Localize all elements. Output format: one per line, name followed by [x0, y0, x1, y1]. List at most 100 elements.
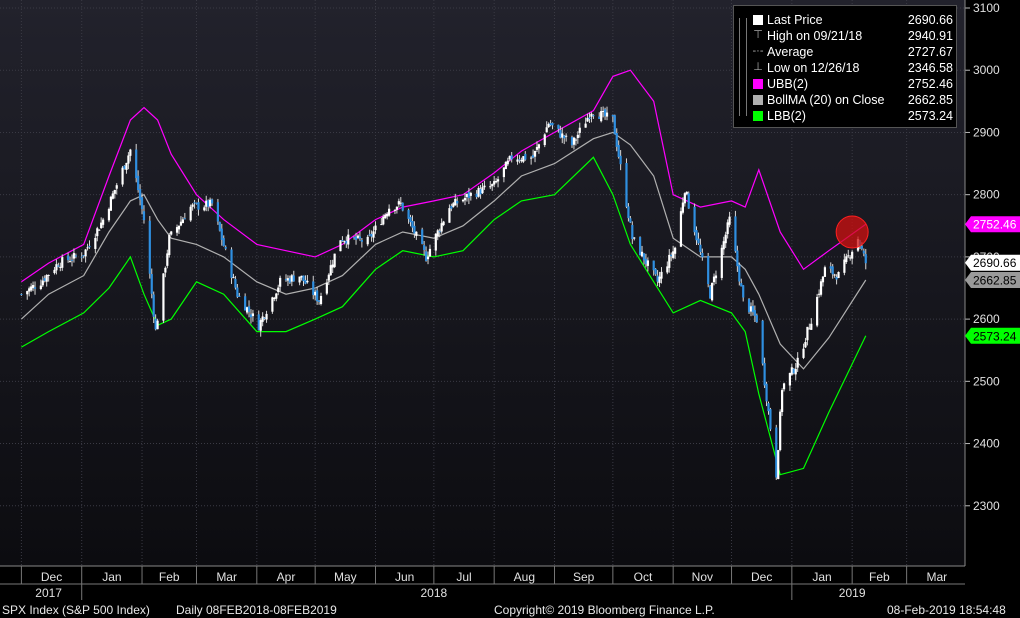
- series-line-lbb-2-: [21, 156, 867, 476]
- legend-row[interactable]: LBB(2) 2573.24: [734, 108, 958, 124]
- candle-body: [84, 249, 87, 257]
- candle-body: [530, 157, 533, 159]
- candle-body: [168, 234, 171, 256]
- candle-body: [802, 348, 805, 358]
- candle-body: [654, 269, 657, 275]
- candle-body: [794, 368, 797, 375]
- x-month-label: Mar: [216, 570, 237, 584]
- candle-body: [469, 192, 472, 196]
- candle-body: [28, 288, 31, 292]
- legend-drag-handle[interactable]: [739, 18, 747, 116]
- candle-body: [39, 285, 42, 290]
- candle-body: [238, 295, 241, 297]
- candle-body: [833, 274, 836, 276]
- candle-body: [516, 159, 519, 162]
- candle-body: [164, 267, 167, 273]
- candle-body: [189, 206, 192, 221]
- candle-body: [456, 200, 459, 204]
- candle-body: [26, 291, 29, 295]
- candle-body: [59, 266, 62, 268]
- candle-body: [598, 116, 601, 119]
- legend-label: Low on 12/26/18: [767, 61, 860, 75]
- legend-value: 2752.46: [907, 77, 953, 91]
- legend-row[interactable]: -·- Average 2727.67: [734, 44, 958, 60]
- legend-row[interactable]: ⊤ High on 09/21/18 2940.91: [734, 28, 958, 44]
- candle-body: [411, 220, 414, 228]
- candle-body: [851, 251, 854, 259]
- candle-body: [366, 236, 369, 245]
- candle-body: [693, 206, 696, 233]
- legend-row[interactable]: ⊥ Low on 12/26/18 2346.58: [734, 60, 958, 76]
- candle-body: [740, 283, 743, 287]
- candle-body: [652, 260, 655, 271]
- x-month-label: Jun: [395, 570, 414, 584]
- candle-body: [788, 372, 791, 386]
- candle-body: [407, 209, 410, 219]
- candle-body: [312, 281, 315, 295]
- candle-body: [358, 236, 362, 239]
- candle-body: [681, 202, 684, 213]
- candle-body: [724, 234, 727, 244]
- legend-value: 2690.66: [907, 13, 953, 27]
- candle-body: [543, 134, 546, 146]
- candle-body: [697, 238, 700, 244]
- candle-body: [191, 204, 194, 207]
- axis-tag-shape: [965, 216, 1020, 233]
- candle-body: [592, 115, 595, 117]
- candle-body: [288, 278, 291, 283]
- candle-body: [370, 233, 373, 237]
- candle-body: [352, 237, 356, 239]
- candle-body: [769, 409, 772, 430]
- candle-body: [518, 159, 521, 161]
- candle-body: [393, 209, 397, 211]
- candle-body: [317, 300, 321, 302]
- candle-body: [107, 208, 111, 221]
- candle-body: [102, 219, 105, 225]
- candle-body: [707, 255, 710, 285]
- candle-body: [61, 257, 64, 268]
- candle-body: [388, 208, 391, 216]
- legend-swatch: [753, 95, 763, 105]
- candle-body: [611, 114, 614, 117]
- candle-body: [53, 269, 56, 274]
- candle-body: [561, 133, 564, 138]
- candle-body: [751, 305, 755, 313]
- candle-body: [574, 139, 577, 141]
- candle-body: [489, 186, 492, 188]
- legend-row[interactable]: UBB(2) 2752.46: [734, 76, 958, 92]
- candle-body: [382, 216, 385, 225]
- candle-body: [247, 306, 251, 312]
- candle-body: [777, 450, 780, 480]
- candle-body: [152, 294, 155, 317]
- candle-body: [401, 202, 404, 211]
- candle-body: [72, 253, 76, 259]
- legend-row[interactable]: BollMA (20) on Close 2662.85: [734, 92, 958, 108]
- candle-body: [547, 123, 550, 128]
- y-tick-label: 3100: [973, 1, 1000, 15]
- candle-body: [461, 199, 465, 202]
- candle-body: [170, 231, 173, 235]
- candle-body: [537, 144, 541, 149]
- candle-body: [779, 411, 782, 451]
- y-tick-label: 2800: [973, 188, 1000, 202]
- candle-body: [354, 236, 358, 240]
- candle-body: [565, 135, 568, 137]
- candle-body: [638, 237, 642, 256]
- axis-value-tag: 2690.66: [965, 254, 1020, 271]
- footer-period: Daily 08FEB2018-08FEB2019: [176, 603, 337, 617]
- candle-body: [156, 320, 159, 330]
- candle-body: [148, 220, 151, 274]
- legend[interactable]: Last Price 2690.66 ⊤ High on 09/21/18 2940.9…: [733, 5, 957, 128]
- candle-body: [329, 265, 332, 276]
- y-tick-label: 2500: [973, 374, 1000, 388]
- candle-body: [660, 271, 663, 279]
- legend-marker-icon: -·-: [752, 45, 764, 57]
- x-month-label: Jan: [812, 570, 831, 584]
- legend-swatch: [753, 79, 763, 89]
- legend-value: 2727.67: [907, 45, 953, 59]
- candle-body: [135, 149, 138, 179]
- legend-row[interactable]: Last Price 2690.66: [734, 12, 958, 28]
- candle-body: [775, 427, 778, 478]
- candle-body: [701, 252, 704, 258]
- candle-body: [522, 156, 525, 162]
